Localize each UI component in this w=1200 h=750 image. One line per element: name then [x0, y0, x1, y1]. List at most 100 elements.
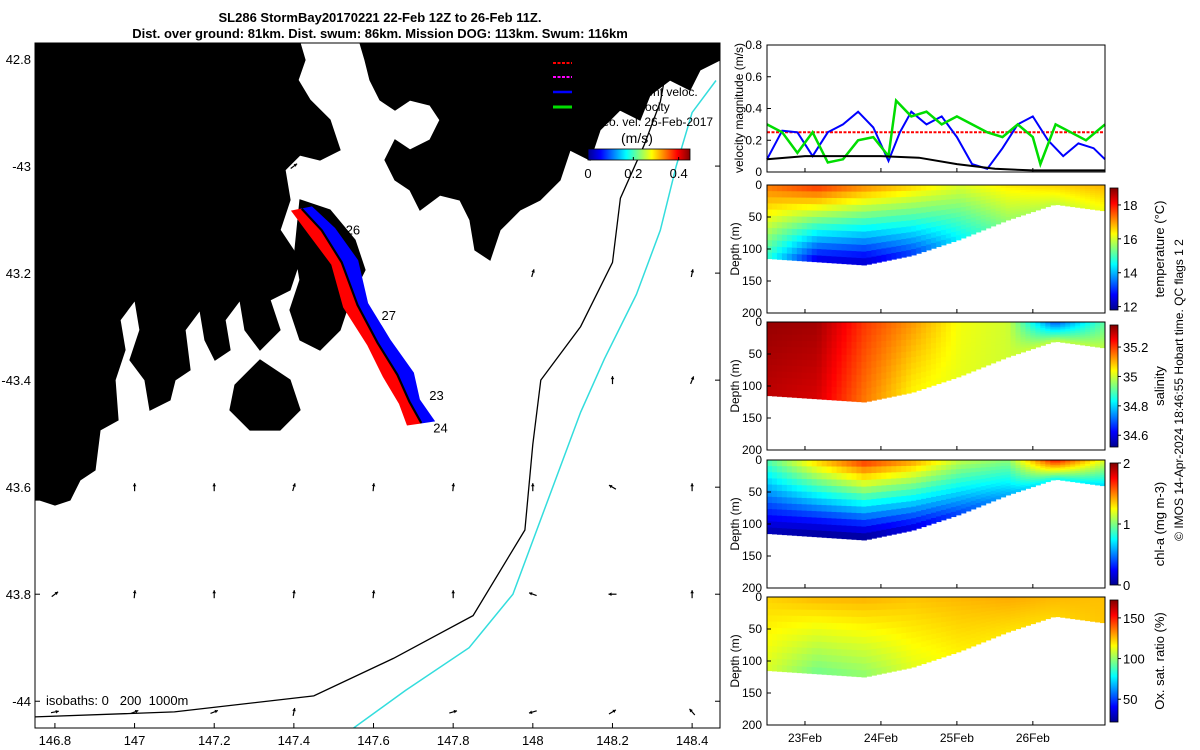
section-cell — [846, 322, 852, 330]
section-cell — [1000, 463, 1007, 467]
section-cell — [767, 527, 773, 535]
section-cell — [1045, 190, 1051, 193]
section-cell — [881, 372, 887, 380]
section-cell — [1065, 610, 1071, 614]
section-cell — [1085, 202, 1091, 206]
section-cell — [1025, 189, 1031, 193]
section-cell — [891, 615, 897, 623]
section-cell — [771, 627, 778, 635]
section-cell — [1070, 614, 1076, 618]
section-cell — [821, 492, 828, 500]
section-cell — [960, 619, 967, 624]
section-cell — [836, 361, 843, 369]
sfc-velocity-vector — [292, 707, 296, 717]
section-cell — [846, 361, 852, 369]
section-cell — [776, 340, 783, 348]
section-cell — [1030, 346, 1036, 350]
section-cell — [776, 627, 783, 635]
section-cell — [1080, 479, 1086, 482]
section-cell — [786, 185, 793, 192]
section-cell — [1075, 472, 1081, 476]
section-cell — [776, 497, 783, 504]
section-cell — [851, 322, 857, 330]
section-cell — [985, 361, 992, 366]
section-cell — [767, 502, 773, 510]
section-cell — [1010, 473, 1017, 478]
section-cell — [1045, 332, 1051, 336]
section-cell — [945, 365, 952, 372]
section-cell — [1090, 193, 1096, 196]
section-cell — [950, 488, 957, 494]
section-cell — [781, 197, 788, 205]
section-cell — [831, 655, 838, 663]
section-cell — [990, 322, 997, 326]
section-cell — [851, 506, 857, 514]
section-cell — [975, 212, 982, 217]
section-cell — [975, 349, 982, 354]
section-cell — [811, 485, 818, 493]
section-cell — [1000, 355, 1007, 360]
section-cell — [1025, 485, 1031, 489]
section-cell — [866, 328, 872, 336]
section-cell — [1005, 187, 1012, 192]
section-cell — [931, 475, 937, 482]
section-cell — [826, 380, 833, 388]
section-cell — [806, 660, 813, 668]
section-cell — [816, 242, 823, 250]
section-cell — [841, 185, 848, 193]
section-cell — [776, 503, 783, 511]
section-cell — [1090, 326, 1096, 329]
section-cell — [861, 328, 867, 336]
section-cell — [1050, 188, 1056, 191]
section-cell — [1065, 465, 1071, 468]
section-cell — [881, 609, 887, 617]
section-cell — [990, 352, 997, 357]
section-cell — [871, 460, 877, 468]
section-cell — [916, 378, 922, 386]
section-cell — [851, 381, 857, 389]
section-cell — [995, 204, 1002, 209]
section-cell — [881, 466, 887, 474]
section-cell — [945, 218, 952, 225]
section-cell — [1010, 471, 1017, 475]
section-cell — [1070, 339, 1076, 343]
section-cell — [950, 597, 957, 603]
section-cell — [970, 362, 977, 368]
section-cell — [786, 640, 793, 648]
section-cell — [767, 664, 773, 672]
section-colorbar-tick-label: 0 — [1123, 578, 1130, 593]
section-cell — [1050, 476, 1056, 479]
section-cell — [821, 223, 828, 231]
sfc-velocity-vector — [690, 376, 695, 385]
section-cell — [1070, 338, 1076, 341]
section-cell — [866, 623, 872, 631]
section-cell — [945, 326, 952, 333]
section-cell — [1040, 331, 1046, 335]
date-tick-label: 23Feb — [788, 731, 822, 745]
section-cell — [771, 234, 778, 241]
section-cell — [950, 497, 957, 503]
section-cell — [975, 620, 982, 625]
section-cell — [781, 377, 788, 385]
credit-text: © IMOS 14-Apr-2024 18:46:55 Hobart time.… — [1172, 239, 1186, 541]
section-cell — [791, 666, 798, 673]
section-cell — [871, 211, 877, 219]
section-cell — [940, 484, 947, 491]
section-cell — [1050, 605, 1056, 608]
section-cell — [1095, 197, 1101, 201]
sfc-velocity-vector — [51, 591, 59, 598]
section-cell — [836, 185, 843, 193]
section-cell — [781, 228, 788, 236]
section-cell — [911, 471, 917, 478]
section-cell — [995, 603, 1002, 608]
section-cell — [1060, 191, 1066, 194]
section-cell — [911, 327, 917, 335]
section-cell — [985, 622, 992, 627]
section-cell — [1000, 197, 1007, 201]
section-cell — [955, 194, 962, 200]
section-cell — [836, 473, 843, 481]
section-cell — [886, 497, 892, 505]
section-cell — [916, 642, 922, 649]
section-cell — [811, 223, 818, 231]
section-cell — [801, 466, 808, 474]
